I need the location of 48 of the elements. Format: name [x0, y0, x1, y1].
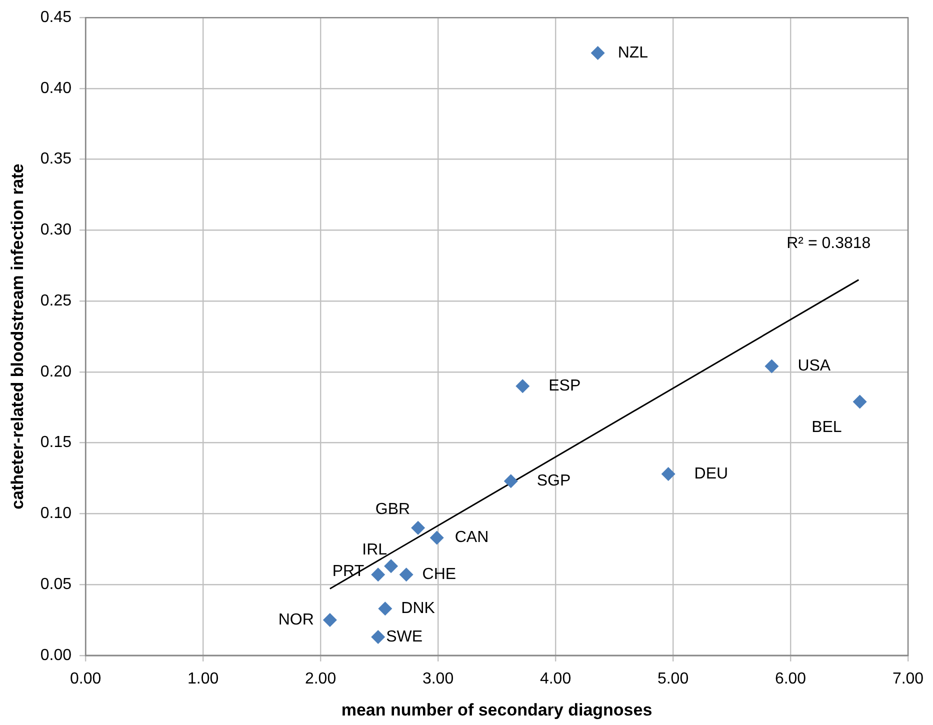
- point: [764, 359, 779, 374]
- y-tick-label: 0.05: [40, 576, 72, 593]
- data-label: NZL: [618, 44, 648, 62]
- point: [384, 559, 398, 574]
- y-tick-label: 0.40: [40, 80, 72, 97]
- data-label: CAN: [454, 529, 489, 546]
- y-tick-label: 0.25: [40, 292, 72, 310]
- data-label: IRL: [362, 542, 388, 559]
- y-tick-label: 0.15: [40, 434, 72, 452]
- point: [399, 568, 414, 582]
- x-tick-label: 4.00: [540, 670, 572, 688]
- y-tick-label: 0.20: [40, 363, 72, 380]
- y-axis-title: catheter-related bloodstream infection rate: [8, 164, 27, 510]
- data-label: ESP: [548, 378, 581, 395]
- point: [661, 466, 676, 481]
- y-tick-label: 0.00: [40, 646, 72, 664]
- point: [590, 46, 605, 60]
- point: [322, 612, 337, 627]
- data-label: SGP: [536, 472, 571, 490]
- data-label: CHE: [422, 566, 456, 584]
- x-tick-label: 3.00: [422, 670, 454, 688]
- point: [371, 568, 386, 582]
- x-tick-label: 7.00: [892, 670, 924, 688]
- data-label: SWE: [386, 628, 423, 646]
- point: [430, 530, 444, 545]
- point: [852, 394, 867, 409]
- y-tick-label: 0.10: [40, 505, 72, 522]
- point: [504, 474, 518, 488]
- x-tick-label: 6.00: [774, 670, 806, 688]
- point: [516, 379, 530, 394]
- data-label: BEL: [812, 419, 842, 436]
- y-tick-label: 0.30: [40, 222, 72, 239]
- data-label: USA: [798, 358, 831, 375]
- point: [378, 602, 392, 616]
- x-tick-label: 2.00: [304, 670, 336, 688]
- annotation: R² = 0.3818: [786, 235, 871, 252]
- y-tick-label: 0.45: [40, 9, 72, 26]
- data-label: GBR: [375, 501, 410, 518]
- data-label: DEU: [694, 465, 728, 482]
- point: [371, 630, 386, 644]
- point: [411, 520, 426, 535]
- x-tick-label: 0.00: [70, 670, 102, 688]
- x-tick-label: 5.00: [657, 670, 689, 688]
- x-axis-title: mean number of secondary diagnoses: [341, 700, 652, 720]
- y-tick-label: 0.35: [40, 150, 72, 168]
- data-label: DNK: [401, 600, 436, 618]
- data-label: NOR: [278, 611, 314, 628]
- x-tick-label: 1.00: [187, 670, 219, 688]
